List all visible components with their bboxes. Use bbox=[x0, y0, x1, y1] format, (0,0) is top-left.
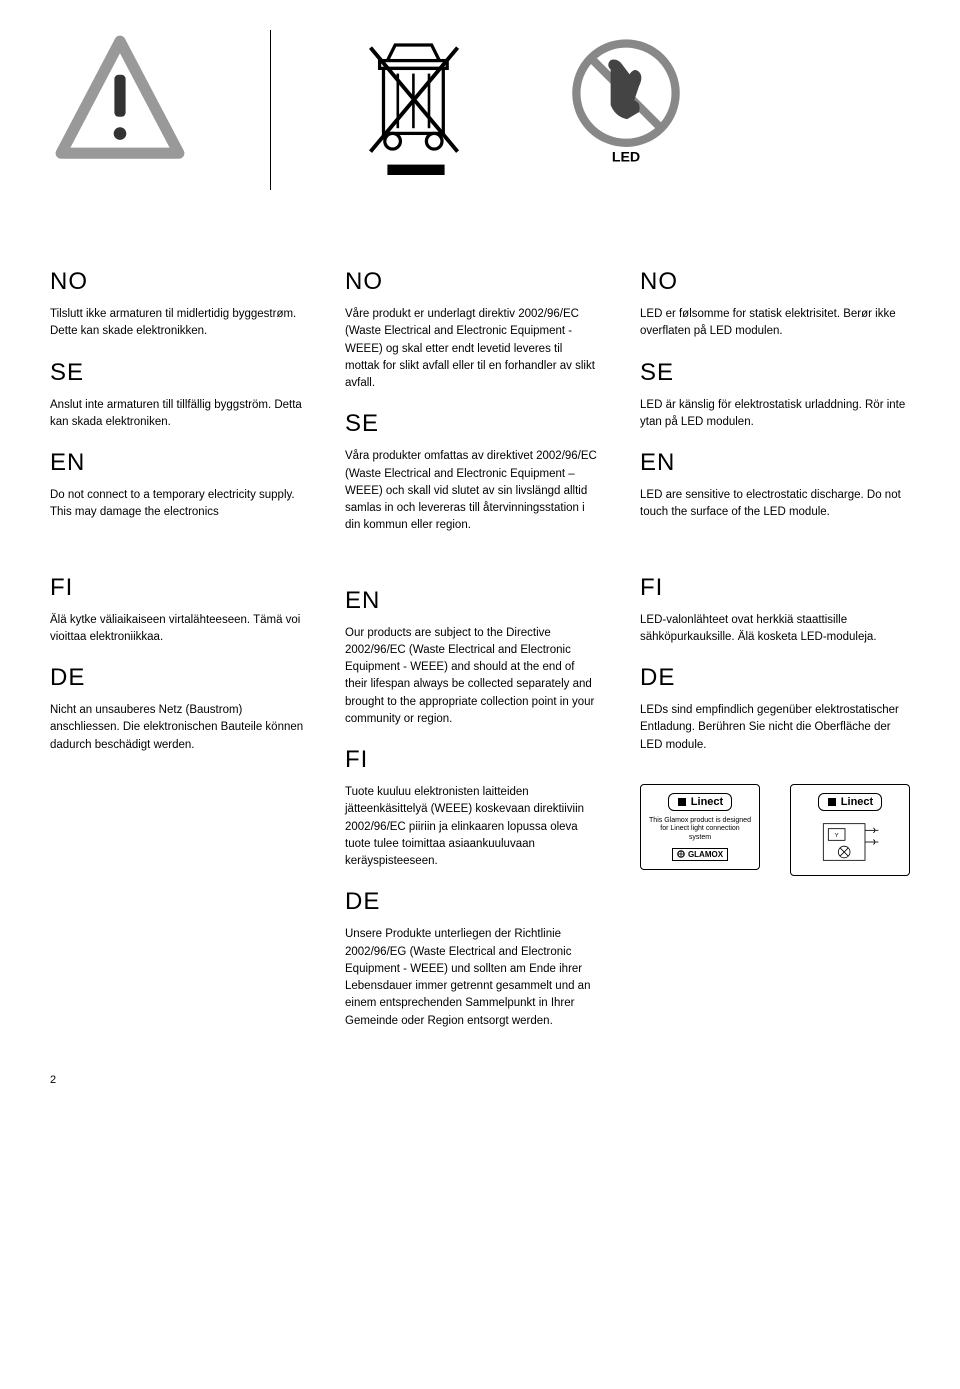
body-text: Anslut inte armaturen till tillfällig by… bbox=[50, 397, 305, 432]
svg-text:Y: Y bbox=[835, 833, 839, 839]
body-text: Älä kytke väliaikaiseen virtalähteeseen.… bbox=[50, 612, 305, 647]
page-number: 2 bbox=[50, 1074, 910, 1086]
lang-heading: SE bbox=[640, 359, 910, 387]
lang-heading: EN bbox=[640, 449, 910, 477]
linect-badge: Linect bbox=[818, 793, 882, 811]
lang-heading: EN bbox=[345, 587, 600, 615]
linect-badge: Linect bbox=[668, 793, 732, 811]
body-text: Unsere Produkte unterliegen der Richtlin… bbox=[345, 926, 600, 1030]
column-3: NO LED er følsomme for statisk elektrisi… bbox=[640, 250, 910, 1034]
vertical-divider bbox=[270, 30, 271, 190]
lang-heading: FI bbox=[640, 574, 910, 602]
linect-logo-box: Linect This Glamox product is designed f… bbox=[640, 784, 760, 870]
body-text: Our products are subject to the Directiv… bbox=[345, 625, 600, 729]
lang-heading: NO bbox=[50, 268, 305, 296]
lang-heading: FI bbox=[345, 746, 600, 774]
glamox-badge: GLAMOX bbox=[672, 848, 728, 861]
lang-heading: SE bbox=[345, 410, 600, 438]
no-touch-led-icon: LED bbox=[561, 30, 691, 180]
lang-heading: NO bbox=[640, 268, 910, 296]
icons-row: LED bbox=[50, 30, 910, 190]
svg-text:LED: LED bbox=[612, 150, 640, 166]
body-text: Tuote kuuluu elektronisten laitteiden jä… bbox=[345, 784, 600, 870]
warning-icon bbox=[50, 30, 190, 170]
lang-heading: DE bbox=[640, 664, 910, 692]
body-text: LED er følsomme for statisk elektrisitet… bbox=[640, 306, 910, 341]
body-text: Do not connect to a temporary electricit… bbox=[50, 487, 305, 522]
linect-label: Linect bbox=[841, 796, 873, 808]
lang-heading: FI bbox=[50, 574, 305, 602]
lang-heading: SE bbox=[50, 359, 305, 387]
lang-heading: DE bbox=[50, 664, 305, 692]
lang-heading: DE bbox=[345, 888, 600, 916]
body-text: Våre produkt er underlagt direktiv 2002/… bbox=[345, 306, 600, 392]
linect-label: Linect bbox=[691, 796, 723, 808]
body-text: LED-valonlähteet ovat herkkiä staattisil… bbox=[640, 612, 910, 647]
lang-heading: NO bbox=[345, 268, 600, 296]
body-text: LED är känslig för elektrostatisk urladd… bbox=[640, 397, 910, 432]
body-text: Nicht an unsauberes Netz (Baustrom) ansc… bbox=[50, 702, 305, 754]
weee-icon bbox=[351, 30, 481, 190]
lang-heading: EN bbox=[50, 449, 305, 477]
body-text: LEDs sind empfindlich gegenüber elektros… bbox=[640, 702, 910, 754]
connection-diagram-icon: Y bbox=[815, 817, 885, 867]
logos-row: Linect This Glamox product is designed f… bbox=[640, 784, 910, 876]
column-2: NO Våre produkt er underlagt direktiv 20… bbox=[345, 250, 600, 1034]
body-text: Tilslutt ikke armaturen til midlertidig … bbox=[50, 306, 305, 341]
linect-diagram-box: Linect Y bbox=[790, 784, 910, 876]
glamox-label: GLAMOX bbox=[688, 850, 723, 859]
column-1: NO Tilslutt ikke armaturen til midlertid… bbox=[50, 250, 305, 1034]
text-columns: NO Tilslutt ikke armaturen til midlertid… bbox=[50, 250, 910, 1034]
body-text: LED are sensitive to electrostatic disch… bbox=[640, 487, 910, 522]
body-text: Våra produkter omfattas av direktivet 20… bbox=[345, 448, 600, 534]
linect-note: This Glamox product is designed for Line… bbox=[649, 817, 751, 842]
